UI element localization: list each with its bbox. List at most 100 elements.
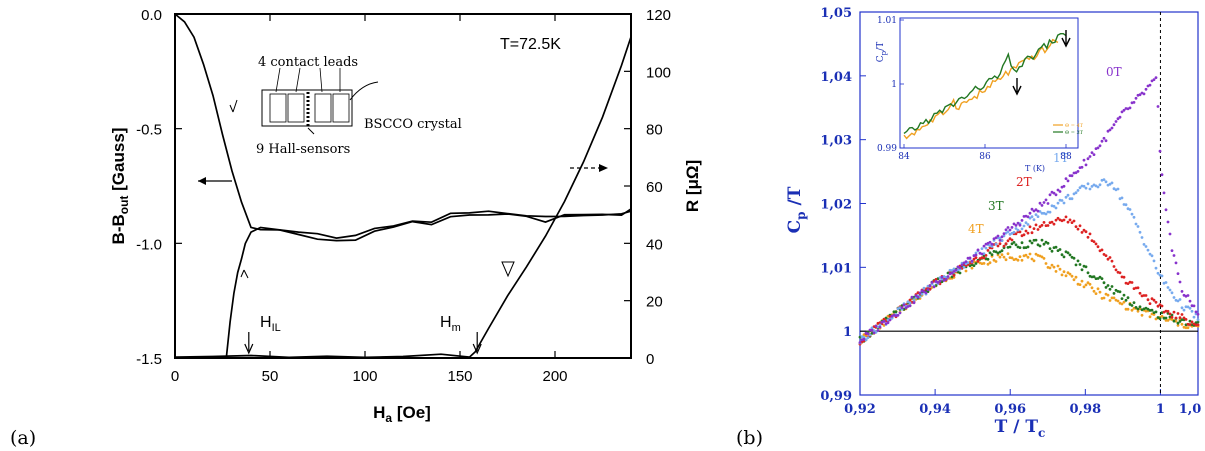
data-point xyxy=(1084,186,1088,190)
data-point xyxy=(1196,323,1200,327)
data-point xyxy=(1074,171,1078,175)
right-tick-label: 80 xyxy=(646,122,663,139)
data-point xyxy=(1114,120,1118,123)
data-point xyxy=(1034,213,1038,217)
data-point xyxy=(1146,298,1150,302)
data-point xyxy=(1082,158,1086,162)
data-point xyxy=(1100,277,1104,280)
data-point xyxy=(970,266,974,270)
data-point xyxy=(1180,322,1184,326)
data-point xyxy=(908,298,912,302)
data-point xyxy=(1040,204,1044,207)
x-tick-label: 150 xyxy=(447,368,472,385)
data-point xyxy=(1122,300,1126,304)
data-point xyxy=(1106,129,1110,133)
data-point xyxy=(964,269,968,273)
data-point xyxy=(866,332,870,336)
data-point xyxy=(1004,242,1008,246)
data-point xyxy=(1110,285,1114,288)
data-point xyxy=(1156,105,1160,108)
data-point xyxy=(1172,296,1176,299)
data-point xyxy=(1148,315,1152,319)
data-point xyxy=(1094,292,1098,295)
data-point xyxy=(1134,222,1138,226)
data-point xyxy=(1028,225,1032,229)
data-point xyxy=(1126,296,1130,300)
data-point xyxy=(1064,215,1068,219)
data-point xyxy=(940,275,944,279)
data-point xyxy=(912,298,916,302)
data-point xyxy=(1002,232,1006,236)
right-tick-label: 100 xyxy=(646,64,671,81)
data-point xyxy=(1166,309,1170,313)
data-point xyxy=(1144,309,1148,313)
series-points-2T xyxy=(858,215,1200,346)
data-point xyxy=(1000,253,1004,256)
contact-lead xyxy=(332,93,350,123)
data-point xyxy=(1136,309,1140,313)
data-point xyxy=(1060,253,1064,257)
data-point xyxy=(1140,313,1144,317)
data-point xyxy=(1016,258,1020,262)
data-point xyxy=(1084,283,1088,287)
data-point xyxy=(1044,212,1048,216)
data-point xyxy=(1068,174,1072,178)
data-point xyxy=(1122,293,1126,297)
sensor-pointer xyxy=(307,127,315,135)
data-point xyxy=(974,256,978,259)
data-point xyxy=(1120,196,1124,200)
series-label-1T: 1T xyxy=(1053,151,1069,165)
data-point xyxy=(1088,232,1092,236)
data-point xyxy=(1032,218,1036,222)
data-point xyxy=(1048,210,1052,214)
panel-a-right-axis-label: R [μΩ] xyxy=(683,160,702,212)
data-point xyxy=(1076,259,1080,263)
data-point xyxy=(916,295,920,299)
data-point xyxy=(1040,238,1044,242)
direction-arrows xyxy=(198,99,608,279)
data-point xyxy=(1058,190,1062,193)
x-tick-label: 100 xyxy=(352,368,377,385)
data-point xyxy=(1086,157,1090,161)
data-point xyxy=(1052,204,1056,208)
inset-y-ticks: 0.99 1 1.01 xyxy=(877,16,904,154)
data-point xyxy=(1096,277,1100,280)
data-point xyxy=(1136,286,1140,290)
inset-arrow-4t xyxy=(1012,78,1022,96)
data-point xyxy=(1148,83,1152,87)
data-point xyxy=(1108,128,1112,132)
data-point xyxy=(1090,286,1094,290)
marker-arrow-head xyxy=(472,343,482,355)
data-point xyxy=(990,242,994,246)
data-point xyxy=(1160,304,1164,308)
data-point xyxy=(998,255,1002,259)
data-point xyxy=(1080,279,1084,283)
data-point xyxy=(1010,238,1014,242)
data-point xyxy=(1170,291,1174,295)
data-point xyxy=(1176,272,1180,275)
data-point xyxy=(1082,228,1086,232)
panel-a-right-ticks: 0 20 40 60 80 100 120 xyxy=(624,7,671,368)
data-point xyxy=(1190,309,1194,313)
data-point xyxy=(1016,228,1020,232)
data-point xyxy=(1088,282,1092,286)
data-point xyxy=(902,303,906,307)
sample-schematic: 4 contact leads BSCCO crystal 9 Hall-sen… xyxy=(256,55,462,157)
data-point xyxy=(1168,288,1172,292)
data-point xyxy=(1068,218,1072,222)
data-point xyxy=(1164,316,1168,320)
contact-lead xyxy=(314,93,332,123)
data-point xyxy=(988,240,992,244)
data-point xyxy=(1134,306,1138,309)
data-point xyxy=(924,291,928,295)
data-point xyxy=(1128,106,1132,110)
data-point xyxy=(1112,265,1116,268)
data-point xyxy=(974,262,978,265)
data-point xyxy=(954,268,958,272)
data-point xyxy=(1032,259,1036,263)
data-point xyxy=(986,257,990,261)
data-point xyxy=(1128,208,1132,211)
data-point xyxy=(882,320,886,323)
data-point xyxy=(1056,264,1060,268)
data-point xyxy=(1104,180,1108,184)
